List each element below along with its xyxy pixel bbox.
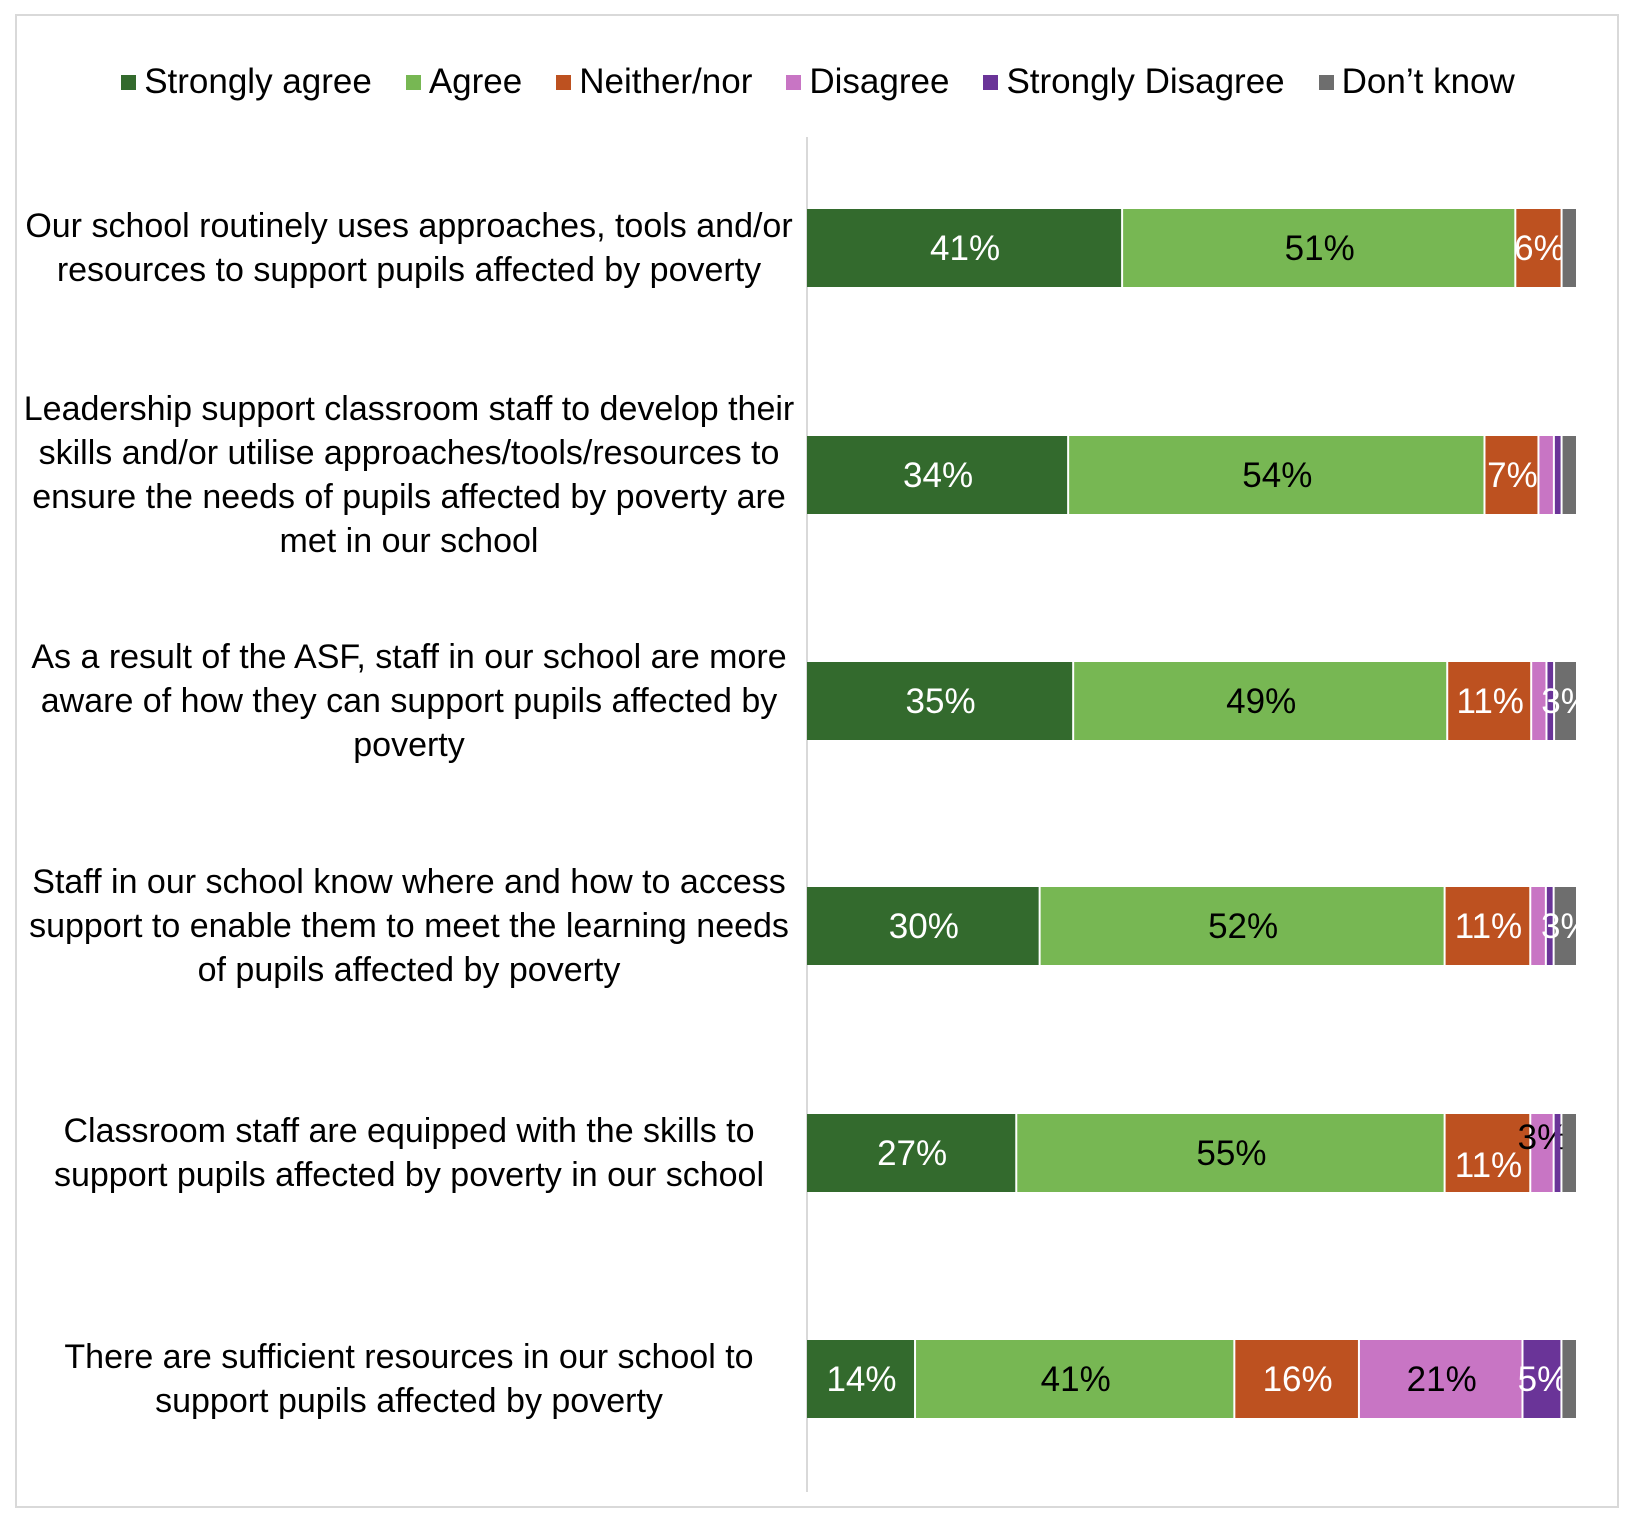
data-label: 5% xyxy=(1518,1360,1569,1399)
bar-segment xyxy=(1562,209,1576,287)
data-label: 41% xyxy=(1041,1360,1111,1399)
bar-segment xyxy=(807,887,1039,965)
category-label: As a result of the ASF, staff in our sch… xyxy=(31,638,787,764)
bar-segment xyxy=(807,1340,915,1418)
data-label: 11% xyxy=(1456,682,1523,721)
bar-segment xyxy=(1235,1340,1358,1418)
bar-segment xyxy=(807,209,1122,287)
category-label: Our school routinely uses approaches, to… xyxy=(25,207,793,289)
bar-segment xyxy=(1040,887,1444,965)
data-label: 49% xyxy=(1226,682,1296,721)
legend-label: Agree xyxy=(428,62,523,101)
legend-swatch xyxy=(983,74,999,90)
legend-swatch xyxy=(1318,74,1334,90)
bar-segment xyxy=(1546,887,1553,965)
bar-segment xyxy=(1359,1340,1522,1418)
legend-swatch xyxy=(786,74,802,90)
bar-segment xyxy=(1017,1114,1444,1192)
bar-segment xyxy=(916,1340,1234,1418)
bar-segment xyxy=(1531,1114,1553,1192)
data-label: 34% xyxy=(903,456,973,495)
legend-swatch xyxy=(121,74,137,90)
category-label: There are sufficient resources in our sc… xyxy=(64,1338,754,1420)
data-label: 55% xyxy=(1196,1134,1266,1173)
bar-segment xyxy=(1448,662,1531,740)
data-label: 3% xyxy=(1518,1118,1569,1157)
legend-item: Disagree xyxy=(786,62,949,102)
bar-segment xyxy=(1554,887,1576,965)
legend-label: Don’t know xyxy=(1341,62,1515,101)
data-label: 11% xyxy=(1455,907,1522,946)
data-label: 3% xyxy=(1541,907,1592,946)
data-label: 52% xyxy=(1208,907,1278,946)
data-label: 7% xyxy=(1487,456,1538,495)
category-label: Leadership support classroom staff to de… xyxy=(23,390,795,560)
legend-label: Strongly Disagree xyxy=(1006,62,1285,101)
data-label: 41% xyxy=(930,229,1000,268)
chart-frame xyxy=(15,14,1619,1508)
legend-item: Agree xyxy=(405,62,523,102)
legend-swatch xyxy=(556,74,572,90)
bar-segment xyxy=(1516,209,1561,287)
legend-label: Strongly agree xyxy=(144,62,372,101)
data-label: 30% xyxy=(889,907,959,946)
bar-segment xyxy=(1485,436,1538,514)
bar-segment xyxy=(1562,1114,1576,1192)
data-label: 35% xyxy=(906,682,976,721)
bar-segment xyxy=(1069,436,1484,514)
bar-segment xyxy=(1539,436,1553,514)
bar-segment xyxy=(1547,662,1554,740)
bar-segment xyxy=(1445,1114,1530,1192)
data-label: 54% xyxy=(1242,456,1312,495)
bar-segment xyxy=(1555,662,1576,740)
bar-segment xyxy=(1523,1340,1561,1418)
bar-segment xyxy=(1445,887,1530,965)
bar-segment xyxy=(1074,662,1447,740)
legend: Strongly agree Agree Neither/nor Disagree St… xyxy=(0,62,1636,102)
legend-label: Disagree xyxy=(809,62,950,101)
bar-segment xyxy=(807,1114,1016,1192)
category-label: Staff in our school know where and how t… xyxy=(29,863,789,989)
data-label: 6% xyxy=(1514,229,1565,268)
bar-segment xyxy=(1532,662,1546,740)
bar-segment xyxy=(807,662,1073,740)
bar-segment xyxy=(1562,436,1576,514)
data-label: 16% xyxy=(1263,1360,1333,1399)
data-label: 51% xyxy=(1285,229,1355,268)
legend-item: Don’t know xyxy=(1318,62,1515,102)
bar-segment xyxy=(1554,436,1561,514)
legend-item: Neither/nor xyxy=(556,62,752,102)
data-label: 14% xyxy=(826,1360,896,1399)
bar-segment xyxy=(1123,209,1515,287)
data-label: 3% xyxy=(1541,682,1592,721)
legend-swatch xyxy=(405,74,421,90)
bar-segment xyxy=(807,436,1068,514)
data-label: 27% xyxy=(877,1134,947,1173)
legend-item: Strongly Disagree xyxy=(983,62,1285,102)
category-label: Classroom staff are equipped with the sk… xyxy=(53,1112,764,1194)
bar-segment xyxy=(1562,1340,1576,1418)
bar-segment xyxy=(1554,1114,1561,1192)
legend-label: Neither/nor xyxy=(579,62,753,101)
bar-segment xyxy=(1531,887,1545,965)
data-label: 11% xyxy=(1455,1146,1522,1185)
legend-item: Strongly agree xyxy=(121,62,372,102)
data-label: 21% xyxy=(1407,1360,1477,1399)
